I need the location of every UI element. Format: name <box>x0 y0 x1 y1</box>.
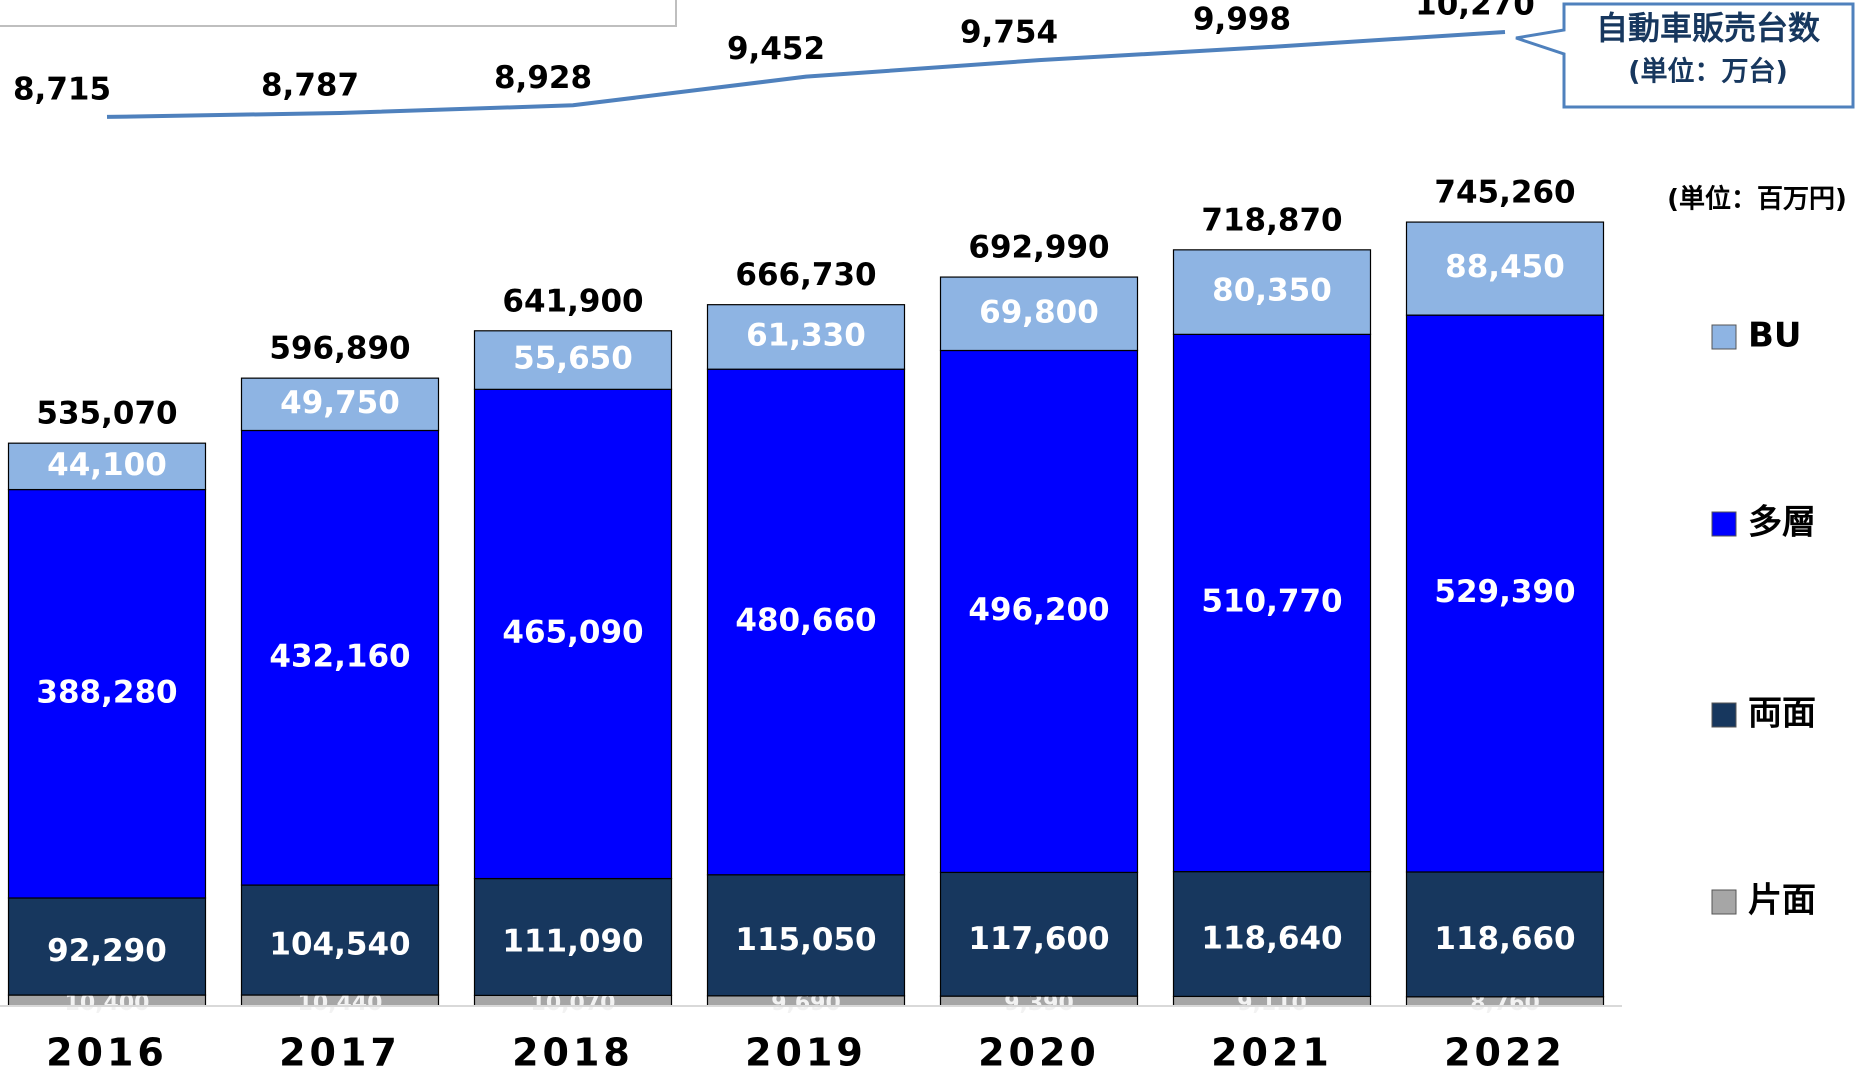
value-label: 496,200 <box>968 592 1109 628</box>
line-label: 9,452 <box>727 31 825 67</box>
value-label: 388,280 <box>36 674 177 710</box>
legend-label: 片面 <box>1748 881 1816 921</box>
legend-swatch <box>1711 889 1737 915</box>
bar-segment <box>7 488 207 899</box>
value-label: 432,160 <box>269 638 410 674</box>
bar-segment <box>706 368 906 876</box>
value-label: 49,750 <box>280 385 400 421</box>
value-label: 92,290 <box>47 933 167 969</box>
bar-segment <box>7 442 207 491</box>
x-tick-label: 2019 <box>745 1031 867 1070</box>
line-label: 10,270 <box>1415 0 1535 22</box>
bar-segment <box>1172 333 1372 873</box>
value-label: 44,100 <box>47 447 167 483</box>
line-label: 9,754 <box>960 15 1058 51</box>
x-tick-label: 2017 <box>279 1031 401 1070</box>
value-label: 118,660 <box>1434 921 1575 957</box>
value-label: 510,770 <box>1201 583 1342 619</box>
total-label: 745,260 <box>1434 175 1575 211</box>
legend-swatch <box>1711 702 1737 728</box>
value-label: 80,350 <box>1212 273 1332 309</box>
bar-segment <box>1172 871 1372 998</box>
line-label: 8,715 <box>13 71 111 107</box>
total-label: 641,900 <box>502 283 643 319</box>
x-tick-label: 2020 <box>978 1031 1100 1070</box>
x-tick-label: 2016 <box>46 1031 168 1070</box>
bar-segment <box>1405 221 1605 316</box>
bar-segment <box>473 330 673 390</box>
value-label: 118,640 <box>1201 921 1342 957</box>
bar-segment <box>473 388 673 880</box>
x-tick-label: 2018 <box>512 1031 634 1070</box>
bar-unit: (単位：百万円) <box>1667 184 1847 215</box>
value-label: 480,660 <box>735 602 876 638</box>
note-box <box>0 0 677 27</box>
value-label: 529,390 <box>1434 574 1575 610</box>
legend-label: 両面 <box>1748 694 1816 734</box>
bar-segment <box>706 874 906 997</box>
bar-segment <box>240 377 440 432</box>
legend-swatch <box>1711 324 1737 350</box>
bar-segment <box>1172 249 1372 335</box>
bar-segment <box>1405 314 1605 873</box>
bar-segment <box>939 349 1139 874</box>
legend-swatch <box>1711 511 1737 537</box>
value-label: 465,090 <box>502 614 643 650</box>
value-label: 115,050 <box>735 922 876 958</box>
line <box>106 29 1506 119</box>
legend-label: BU <box>1748 316 1802 356</box>
callout-box <box>1515 2 1855 109</box>
value-label: 117,600 <box>968 921 1109 957</box>
value-label: 88,450 <box>1445 249 1565 285</box>
total-label: 666,730 <box>735 257 876 293</box>
total-label: 692,990 <box>968 230 1109 266</box>
bar-segment <box>240 429 440 886</box>
value-label: 61,330 <box>746 317 866 353</box>
x-tick-label: 2022 <box>1444 1031 1566 1070</box>
bar-segment <box>939 276 1139 352</box>
bar-segment <box>1405 871 1605 998</box>
total-label: 718,870 <box>1201 202 1342 238</box>
bar-segment <box>706 304 906 370</box>
total-label: 596,890 <box>269 331 410 367</box>
line-label: 9,998 <box>1193 1 1291 37</box>
value-label: 69,800 <box>979 294 1099 330</box>
line-unit: (単位：万台) <box>1628 56 1788 88</box>
value-label: 111,090 <box>502 923 643 959</box>
x-tick-label: 2021 <box>1211 1031 1333 1070</box>
bar-segment <box>473 877 673 997</box>
line-label: 8,928 <box>494 60 592 96</box>
line-name: 自動車販売台数 <box>1596 9 1821 47</box>
legend-label: 多層 <box>1748 503 1816 543</box>
value-label: 104,540 <box>269 927 410 963</box>
total-label: 535,070 <box>36 396 177 432</box>
bar-segment <box>939 871 1139 997</box>
line-label: 8,787 <box>261 67 359 103</box>
value-label: 55,650 <box>513 341 633 377</box>
